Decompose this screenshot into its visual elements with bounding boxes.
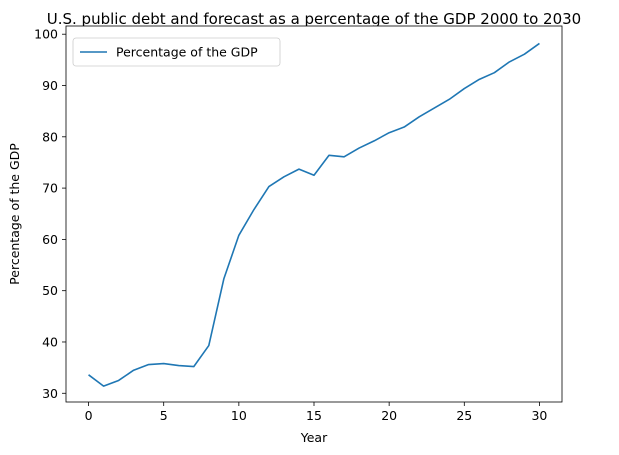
- legend-label: Percentage of the GDP: [116, 45, 258, 60]
- y-tick-label: 30: [42, 386, 58, 401]
- y-tick-label: 80: [42, 129, 58, 144]
- y-tick-label: 70: [42, 181, 58, 196]
- x-tick-label: 0: [85, 408, 93, 423]
- x-tick-label: 20: [381, 408, 397, 423]
- x-axis-ticks: 0 5 10 15 20 25 30: [85, 402, 547, 423]
- y-axis-label: Percentage of the GDP: [7, 143, 22, 285]
- y-tick-label: 60: [42, 232, 58, 247]
- y-tick-label: 100: [34, 27, 58, 42]
- y-tick-label: 90: [42, 78, 58, 93]
- x-tick-label: 15: [306, 408, 322, 423]
- x-tick-label: 25: [456, 408, 472, 423]
- legend: Percentage of the GDP: [72, 37, 281, 67]
- plot-area: [66, 26, 562, 402]
- x-axis-label: Year: [300, 430, 328, 445]
- legend-box: [72, 37, 281, 67]
- plot-frame-border: [65, 25, 563, 403]
- chart-title: U.S. public debt and forecast as a perce…: [47, 10, 581, 28]
- x-tick-label: 10: [231, 408, 247, 423]
- y-tick-label: 40: [42, 334, 58, 349]
- x-tick-label: 5: [160, 408, 168, 423]
- series-line: [88, 42, 540, 387]
- y-tick-label: 50: [42, 283, 58, 298]
- y-axis-ticks: 30 40 50 60 70 80 90 100: [34, 27, 66, 401]
- x-tick-label: 30: [531, 408, 547, 423]
